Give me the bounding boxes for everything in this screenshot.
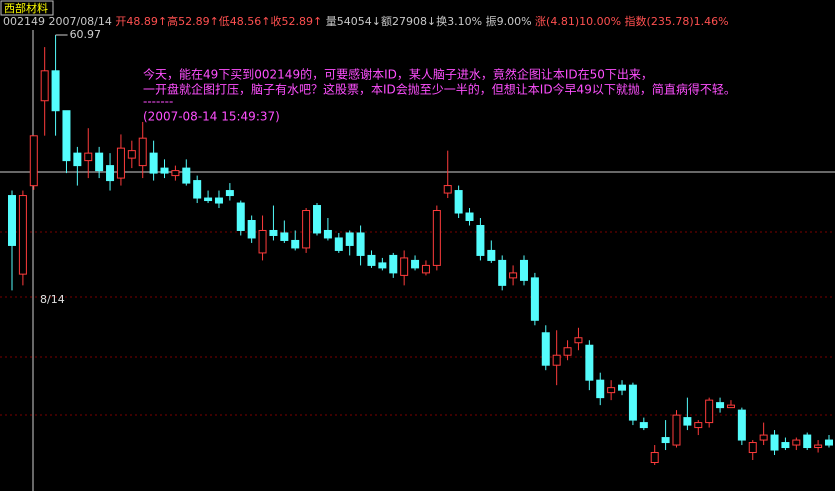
candle-body (650, 452, 659, 464)
candle-body (585, 344, 594, 381)
candle-body (596, 379, 605, 399)
quote-change: 涨(4.81)10.00% 指数(235.78)1.46% (535, 14, 729, 28)
candle-body (84, 152, 93, 162)
annotation: ------- (143, 95, 173, 109)
candle-body (95, 152, 104, 172)
candle-body (247, 219, 256, 239)
candle-body (694, 422, 703, 429)
candle-body (62, 110, 71, 162)
candle-body (214, 197, 223, 204)
candle-body (737, 409, 746, 441)
candle-body (661, 437, 670, 444)
candle-body (389, 254, 398, 274)
candle-body (421, 264, 430, 274)
candle-body (814, 444, 823, 449)
candle-body (73, 152, 82, 167)
candles (8, 35, 833, 465)
candle-body (432, 210, 441, 266)
candle-body (792, 439, 801, 446)
candle-body (803, 434, 812, 449)
candle-body (607, 387, 616, 394)
candle-body (552, 354, 561, 366)
candle-body (770, 434, 779, 451)
candle-body (476, 224, 485, 256)
candle-body (40, 70, 49, 102)
candle-body (519, 259, 528, 281)
name-box (0, 0, 54, 16)
candle-body (160, 167, 169, 174)
candle-body (258, 229, 267, 254)
candle-body (345, 232, 354, 246)
annotation: 今天，能在49下买到002149的，可要感谢本ID，某人脑子进水，竟然企图让本I… (143, 67, 653, 82)
stock-name: 西部材料 (4, 1, 48, 15)
candle-body (204, 197, 213, 202)
candle-body (29, 135, 38, 187)
candle-body (171, 170, 180, 177)
candle-body (563, 347, 572, 356)
candle-body (825, 439, 833, 446)
candle-body (323, 229, 332, 239)
candle-body (726, 404, 735, 409)
quote-prices: 开48.89↑高52.89↑低48.56↑收52.89↑ (115, 14, 322, 28)
candle-body (411, 259, 420, 269)
candle-body (367, 254, 376, 266)
annotation: (2007-08-14 15:49:37) (143, 110, 280, 124)
candle-body (574, 337, 583, 344)
candle-body (781, 442, 790, 449)
candle-body (356, 232, 365, 256)
candle-body (628, 384, 637, 421)
candle-body (269, 229, 278, 236)
high-label: 60.97 (70, 28, 102, 41)
candle-body (509, 272, 518, 279)
candle-body (530, 277, 539, 321)
candle-body (465, 212, 474, 221)
candle-body (225, 190, 234, 197)
candle-body (106, 165, 115, 182)
candle-body (127, 150, 136, 159)
candle-body (149, 152, 158, 174)
quote-volume: 量54054↓额27908↓换3.10% 振9.00% (326, 14, 532, 28)
candle-body (378, 262, 387, 269)
candle-body (236, 202, 245, 231)
candle-body (400, 257, 409, 276)
annotation: 一开盘就企图打压，脑子有水吧？这股票，本ID会抛至少一半的，但想让本ID今早49… (143, 82, 736, 97)
candle-body (759, 434, 768, 441)
candle-body (193, 180, 202, 199)
candle-body (705, 399, 714, 424)
candle-body (302, 210, 311, 249)
quote-code: 002149 2007/08/14 (3, 15, 112, 28)
candle-body (487, 249, 496, 261)
candle-body (8, 195, 16, 246)
candle-body (716, 402, 725, 409)
candle-body (454, 190, 463, 214)
candle-body (18, 195, 27, 275)
candle-body (182, 167, 191, 184)
guides (0, 231, 835, 416)
candle-body (618, 384, 627, 391)
candle-body (748, 442, 757, 454)
candle-body (51, 70, 60, 112)
candle-body (683, 417, 692, 426)
candle-body (280, 232, 289, 241)
candle-body (541, 332, 550, 366)
quote-line: 002149 2007/08/14 开48.89↑高52.89↑低48.56↑收… (3, 14, 729, 28)
candle-body (498, 259, 507, 286)
candle-body (313, 205, 322, 234)
candle-body (116, 147, 125, 179)
candle-body (639, 422, 648, 429)
candle-body (138, 137, 147, 167)
candle-body (672, 414, 681, 446)
cursor-label: 8/14 (40, 293, 65, 306)
candle-body (291, 239, 300, 249)
candle-body (443, 185, 452, 194)
candle-body (334, 237, 343, 251)
